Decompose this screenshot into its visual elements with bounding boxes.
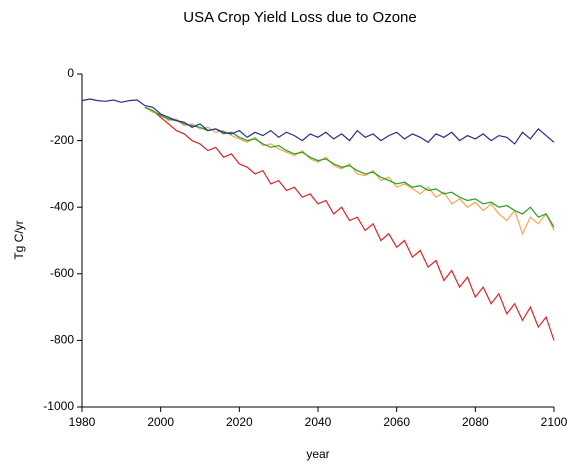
y-tick-label: -800: [50, 333, 74, 347]
x-tick-label: 2060: [383, 415, 410, 429]
x-axis-label: year: [306, 447, 329, 461]
x-tick-label: 2020: [226, 415, 253, 429]
x-tick-label: 2100: [541, 415, 568, 429]
series-line: [81, 98, 555, 145]
y-tick-label: -600: [50, 266, 74, 280]
y-tick-label: -400: [50, 199, 74, 213]
y-tick-label: 0: [67, 66, 74, 80]
x-tick-label: 2040: [305, 415, 332, 429]
x-tick-label: 2080: [462, 415, 489, 429]
y-tick-label: -200: [50, 133, 74, 147]
series-line: [144, 106, 555, 236]
y-tick-label: -1000: [43, 399, 74, 413]
y-axis-label: Tg C/yr: [12, 220, 26, 259]
x-tick-label: 1980: [69, 415, 96, 429]
series-line: [144, 106, 555, 228]
series-line: [144, 106, 555, 341]
x-tick-label: 2000: [147, 415, 174, 429]
chart-title: USA Crop Yield Loss due to Ozone: [183, 9, 416, 26]
